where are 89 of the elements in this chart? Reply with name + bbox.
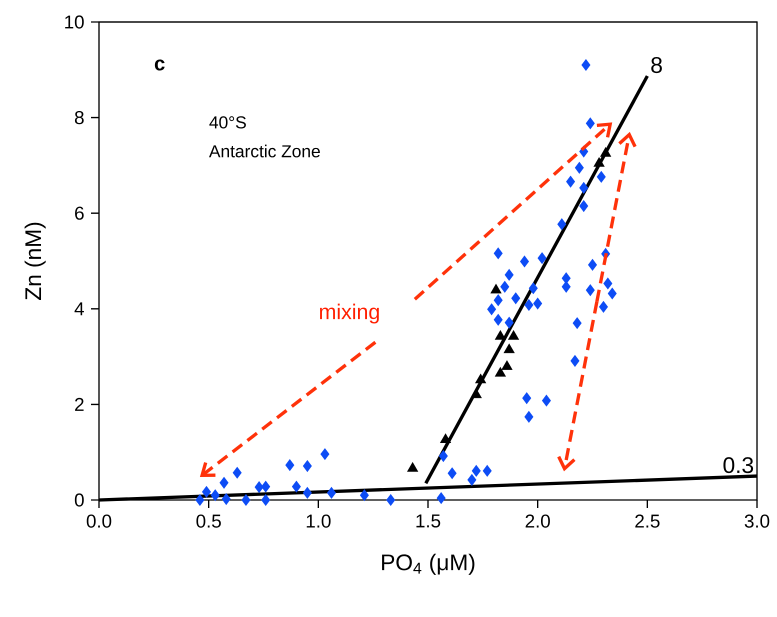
point [574, 162, 584, 174]
annotation: 0.3 [723, 457, 754, 474]
point [494, 367, 506, 377]
point [600, 147, 612, 157]
point [504, 268, 514, 281]
point [494, 314, 503, 326]
point [494, 247, 503, 260]
point [232, 466, 242, 479]
point [475, 374, 486, 384]
x-tick-label: 0.5 [196, 514, 221, 528]
point [562, 272, 571, 284]
point [436, 492, 446, 504]
annotation: c [154, 60, 165, 70]
point [261, 480, 270, 492]
point [360, 489, 369, 502]
point [327, 486, 336, 499]
y-tick-label: 2 [75, 398, 84, 411]
point [572, 317, 582, 330]
point [241, 494, 250, 506]
point [490, 284, 502, 294]
point [467, 474, 476, 486]
point [586, 284, 595, 296]
annotation: 8 [651, 57, 662, 74]
point [557, 218, 566, 230]
point [511, 292, 520, 304]
point [570, 355, 580, 367]
point [386, 494, 396, 506]
point [487, 303, 496, 316]
point [222, 493, 231, 505]
point [586, 117, 595, 130]
y-tick-label: 10 [65, 15, 84, 29]
point [596, 170, 606, 183]
point [508, 330, 520, 340]
point [608, 288, 617, 300]
x-tick-label: 0.0 [86, 514, 112, 528]
x-tick-label: 2.5 [635, 514, 660, 528]
x-tick-label: 1.5 [416, 514, 440, 528]
point [292, 480, 301, 492]
point [472, 464, 481, 477]
point [448, 467, 457, 480]
point [500, 280, 510, 293]
point [320, 448, 330, 460]
point [528, 282, 538, 294]
point [579, 200, 588, 212]
x-tick-label: 1.0 [306, 514, 331, 528]
point [285, 459, 294, 471]
annotation: 40°S [209, 116, 246, 129]
y-tick-label: 4 [74, 302, 84, 316]
point [504, 344, 515, 354]
point [407, 462, 418, 472]
point [522, 392, 532, 404]
point [566, 176, 576, 188]
y-tick-label: 8 [74, 110, 84, 124]
point [210, 489, 220, 502]
point [202, 486, 211, 498]
point [302, 486, 312, 499]
point [482, 464, 492, 477]
point [504, 316, 514, 329]
point [581, 59, 590, 71]
annotation: Antarctic Zone [208, 144, 320, 158]
point [494, 294, 503, 306]
x-axis-title: PO$_{4}$ (μM) [382, 554, 474, 575]
point [542, 394, 551, 406]
point [220, 476, 228, 489]
point [302, 460, 312, 472]
y-tick-label: 6 [75, 206, 84, 220]
y-tick-label: 0 [74, 493, 84, 507]
point [440, 434, 452, 444]
point [524, 299, 534, 311]
point [254, 481, 264, 493]
point [261, 494, 270, 506]
point [588, 258, 597, 271]
point [524, 410, 534, 423]
annotation: mixing [320, 304, 379, 324]
point [603, 278, 612, 290]
point [562, 280, 571, 293]
point [494, 330, 506, 340]
point [579, 182, 588, 194]
point [538, 252, 547, 264]
point [438, 450, 448, 462]
point [599, 301, 608, 313]
point [501, 360, 512, 370]
point [195, 494, 204, 506]
point [594, 157, 605, 167]
x-tick-label: 2.0 [526, 514, 550, 528]
point [533, 298, 542, 310]
x-tick-label: 3.0 [744, 514, 770, 528]
y-axis-title: Zn (nM) [24, 222, 46, 300]
point [520, 256, 529, 268]
